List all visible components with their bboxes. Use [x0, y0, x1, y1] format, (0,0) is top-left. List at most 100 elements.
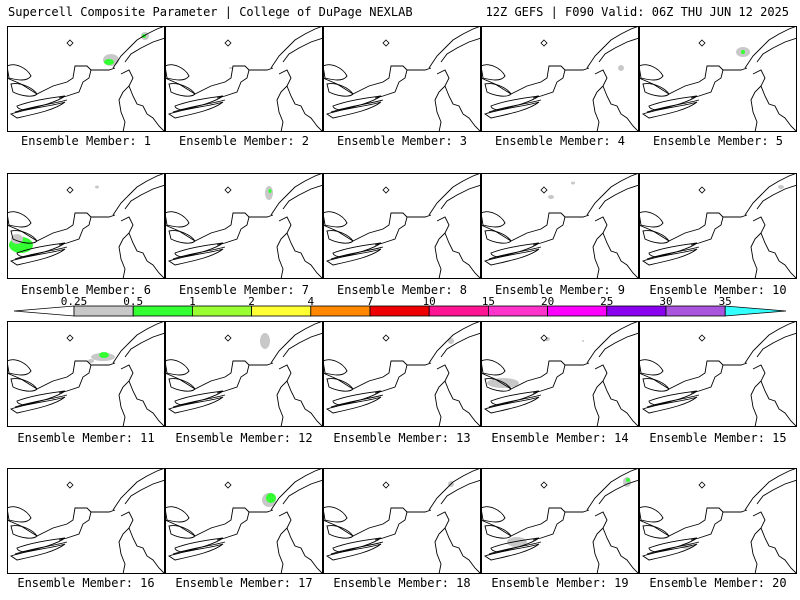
- great-lake-outline: [9, 248, 66, 266]
- great-lake-outline: [641, 543, 698, 561]
- diamond-marker-icon: [382, 334, 390, 342]
- diamond-marker-icon: [698, 186, 706, 194]
- diamond-marker-icon: [66, 186, 74, 194]
- great-lake-outline: [639, 359, 664, 376]
- ensemble-panel: [639, 321, 797, 427]
- coastline: [270, 173, 323, 279]
- scp-contour-area: [260, 333, 270, 349]
- ensemble-panel: [165, 468, 323, 574]
- diamond-marker-icon: [382, 39, 390, 47]
- great-lake-outline: [641, 101, 698, 119]
- member-label: Ensemble Member: 16: [17, 576, 155, 590]
- colorbar-tick-label: 0.5: [123, 296, 143, 308]
- border-line: [165, 507, 274, 541]
- member-map: [165, 321, 323, 427]
- member-label: Ensemble Member: 12: [175, 431, 313, 445]
- ensemble-panel: [481, 321, 639, 427]
- ensemble-panel: [481, 468, 639, 574]
- member-label: Ensemble Member: 20: [649, 576, 787, 590]
- coastline: [428, 26, 481, 132]
- member-label: Ensemble Member: 7: [178, 283, 310, 297]
- great-lake-outline: [639, 506, 664, 523]
- panel-frame: [7, 468, 165, 574]
- scp-contour-area: [571, 181, 575, 185]
- member-map: [7, 173, 165, 279]
- border-line: [481, 212, 590, 246]
- scp-contour-area: [741, 50, 745, 54]
- panel-frame: [7, 321, 165, 427]
- ensemble-panel: [165, 26, 323, 132]
- ensemble-panel: [323, 26, 481, 132]
- scp-contour-area: [104, 59, 114, 65]
- great-lake-outline: [14, 394, 68, 408]
- scp-contour-area: [99, 352, 109, 358]
- great-lake-outline: [165, 359, 190, 376]
- colorbar-bin: [665, 305, 726, 317]
- great-lake-outline: [481, 211, 506, 228]
- scp-contour-area: [95, 185, 99, 189]
- border-line: [7, 360, 116, 394]
- panel-frame: [165, 26, 323, 132]
- colorbar-tick-label: 4: [307, 296, 314, 308]
- border-line: [7, 212, 116, 246]
- diamond-marker-icon: [224, 481, 232, 489]
- border-line: [639, 212, 748, 246]
- diamond-marker-icon: [382, 481, 390, 489]
- great-lake-outline: [174, 95, 224, 111]
- member-label: Ensemble Member: 8: [336, 283, 468, 297]
- member-map: [639, 468, 797, 574]
- coastline: [428, 173, 481, 279]
- panel-frame: [7, 173, 165, 279]
- border-line: [481, 507, 590, 541]
- scp-contour-area: [487, 378, 519, 388]
- great-lake-outline: [323, 359, 348, 376]
- scp-contour-area: [265, 186, 273, 200]
- member-map: [481, 173, 639, 279]
- scp-contour-area: [618, 65, 624, 71]
- great-lake-outline: [172, 541, 226, 555]
- colorbar-right-arrow: [724, 305, 787, 317]
- great-lake-outline: [641, 248, 698, 266]
- diamond-marker-icon: [540, 481, 548, 489]
- great-lake-outline: [646, 541, 700, 555]
- great-lake-outline: [648, 242, 698, 258]
- colorbar-bin: [191, 305, 252, 317]
- diamond-marker-icon: [66, 334, 74, 342]
- border-line: [7, 65, 116, 99]
- diamond-marker-icon: [224, 186, 232, 194]
- great-lake-outline: [488, 394, 542, 408]
- coastline: [744, 468, 797, 574]
- colorbar-bin: [487, 305, 548, 317]
- colorbar-tick-label: 30: [659, 296, 672, 308]
- panel-frame: [323, 468, 481, 574]
- colorbar-bin: [310, 305, 371, 317]
- scp-contour-area: [548, 195, 554, 199]
- colorbar-tick-label: 25: [600, 296, 613, 308]
- great-lake-outline: [483, 248, 540, 266]
- member-label: Ensemble Member: 6: [20, 283, 152, 297]
- scp-contour-area: [268, 189, 272, 193]
- coastline: [586, 26, 639, 132]
- great-lake-outline: [639, 64, 664, 81]
- coastline: [586, 321, 639, 427]
- great-lake-outline: [167, 396, 224, 414]
- great-lake-outline: [488, 99, 542, 113]
- coastline: [112, 321, 165, 427]
- diamond-marker-icon: [224, 39, 232, 47]
- member-map: [639, 173, 797, 279]
- ensemble-panel: [639, 173, 797, 279]
- great-lake-outline: [490, 242, 540, 258]
- border-line: [165, 65, 274, 99]
- coastline: [112, 26, 165, 132]
- member-map: [7, 26, 165, 132]
- scp-contour-area: [88, 359, 94, 363]
- member-label: Ensemble Member: 9: [494, 283, 626, 297]
- great-lake-outline: [483, 396, 540, 414]
- coastline: [586, 468, 639, 574]
- colorbar-tick-label: 35: [719, 296, 732, 308]
- colorbar-tick-label: 15: [482, 296, 495, 308]
- border-line: [323, 212, 432, 246]
- great-lake-outline: [490, 390, 540, 406]
- border-line: [7, 507, 116, 541]
- border-line: [481, 65, 590, 99]
